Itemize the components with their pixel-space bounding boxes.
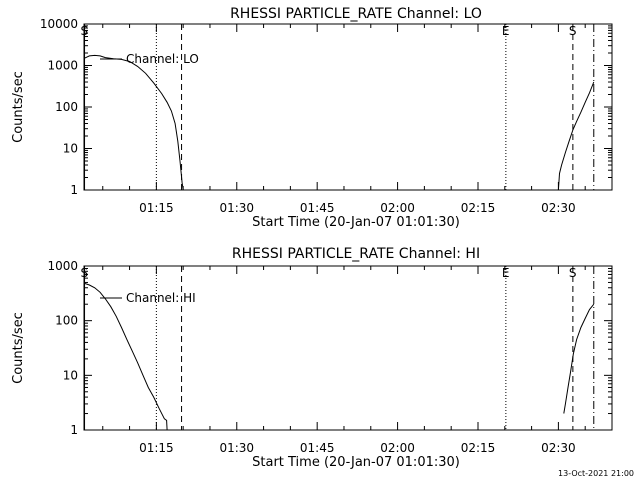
legend-label: Channel: LO xyxy=(126,52,199,66)
y-tick-label: 1 xyxy=(70,183,78,197)
time-marker-label: E xyxy=(502,24,510,38)
plot-frame xyxy=(83,265,613,431)
time-marker-label: E xyxy=(502,266,510,280)
plot-frame xyxy=(83,23,613,191)
time-marker-label: S xyxy=(569,266,577,280)
x-axis-label: Start Time (20-Jan-07 01:01:30) xyxy=(252,215,460,230)
series-line xyxy=(84,282,168,431)
hi-channel-plot: RHESSI PARTICLE_RATE Channel: HI Start Ti… xyxy=(11,246,613,470)
x-axis-label: Start Time (20-Jan-07 01:01:30) xyxy=(252,455,460,470)
y-tick-label: 10000 xyxy=(40,17,78,31)
x-tick-label: 02:00 xyxy=(380,441,415,455)
x-tick-label: 02:00 xyxy=(380,201,415,215)
chart-title: RHESSI PARTICLE_RATE Channel: LO xyxy=(230,6,482,22)
x-tick-label: 01:30 xyxy=(219,441,254,455)
y-tick-label: 10 xyxy=(63,368,78,382)
x-tick-label: 01:15 xyxy=(139,441,174,455)
y-tick-label: 1000 xyxy=(47,59,78,73)
time-marker-label: S xyxy=(569,24,577,38)
x-tick-label: 01:45 xyxy=(300,201,335,215)
y-tick-label: 100 xyxy=(55,100,78,114)
series-line xyxy=(557,81,595,191)
lo-channel-plot: RHESSI PARTICLE_RATE Channel: LO Start Ti… xyxy=(11,6,613,230)
time-marker-label: S xyxy=(81,24,89,38)
x-tick-label: 01:45 xyxy=(300,441,335,455)
y-tick-label: 1000 xyxy=(47,259,78,273)
legend-label: Channel: HI xyxy=(126,291,196,305)
x-tick-label: 02:30 xyxy=(541,441,576,455)
y-axis-label: Counts/sec xyxy=(11,71,26,143)
x-tick-label: 01:15 xyxy=(139,201,174,215)
footer-date: 13-Oct-2021 21:00 xyxy=(558,469,634,478)
series-line xyxy=(84,54,184,191)
x-tick-label: 02:15 xyxy=(461,441,496,455)
y-axis-label: Counts/sec xyxy=(11,312,26,384)
x-tick-label: 01:30 xyxy=(219,201,254,215)
series-line xyxy=(563,303,595,414)
x-tick-label: 02:15 xyxy=(461,201,496,215)
y-tick-label: 100 xyxy=(55,314,78,328)
y-tick-label: 1 xyxy=(70,423,78,437)
y-tick-label: 10 xyxy=(63,142,78,156)
x-tick-label: 02:30 xyxy=(541,201,576,215)
chart-title: RHESSI PARTICLE_RATE Channel: HI xyxy=(232,246,480,262)
time-marker-label: S xyxy=(81,266,89,280)
